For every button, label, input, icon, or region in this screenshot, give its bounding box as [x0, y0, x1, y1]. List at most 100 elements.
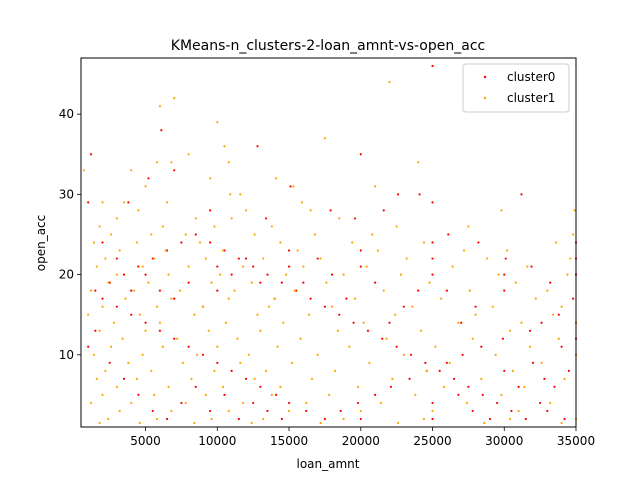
cluster0-point-112 — [288, 265, 290, 267]
cluster1-point-146 — [216, 346, 218, 348]
cluster0-point-13 — [209, 209, 211, 211]
cluster0-point-106 — [360, 265, 362, 267]
cluster0-point-94 — [503, 290, 505, 292]
cluster1-point-125 — [282, 322, 284, 324]
cluster1-point-25 — [245, 209, 247, 211]
cluster0-point-3 — [431, 65, 433, 67]
cluster1-point-164 — [449, 362, 451, 364]
cluster1-point-40 — [150, 233, 152, 235]
cluster1-point-170 — [334, 370, 336, 372]
cluster0-point-86 — [553, 386, 555, 388]
cluster1-point-126 — [363, 322, 365, 324]
legend-label-cluster0: cluster0 — [507, 70, 555, 84]
cluster0-point-146 — [503, 370, 505, 372]
cluster0-point-48 — [173, 338, 175, 340]
cluster0-point-43 — [245, 378, 247, 380]
cluster0-point-97 — [460, 322, 462, 324]
cluster1-point-82 — [497, 273, 499, 275]
cluster0-point-62 — [209, 241, 211, 243]
cluster1-point-83 — [566, 273, 568, 275]
cluster1-point-174 — [136, 378, 138, 380]
cluster1-point-134 — [337, 330, 339, 332]
cluster1-point-180 — [563, 378, 565, 380]
cluster1-point-8 — [156, 161, 158, 163]
cluster1-point-59 — [506, 249, 508, 251]
cluster0-point-130 — [109, 362, 111, 364]
cluster1-point-184 — [279, 386, 281, 388]
cluster1-point-185 — [357, 386, 359, 388]
cluster1-point-78 — [219, 273, 221, 275]
cluster0-point-23 — [549, 282, 551, 284]
cluster1-point-56 — [297, 249, 299, 251]
cluster1-point-28 — [573, 209, 575, 211]
cluster0-point-10 — [147, 177, 149, 179]
cluster0-point-41 — [275, 394, 277, 396]
cluster1-point-3 — [216, 121, 218, 123]
cluster1-point-169 — [265, 370, 267, 372]
cluster1-point-103 — [354, 298, 356, 300]
cluster1-point-84 — [107, 282, 109, 284]
cluster1-point-119 — [394, 314, 396, 316]
cluster0-point-121 — [188, 282, 190, 284]
cluster0-point-141 — [266, 410, 268, 412]
cluster1-point-36 — [271, 225, 273, 227]
cluster1-point-147 — [276, 346, 278, 348]
cluster1-point-38 — [467, 225, 469, 227]
cluster0-point-18 — [431, 201, 433, 203]
legend-marker-cluster1 — [484, 97, 486, 99]
cluster1-point-17 — [292, 185, 294, 187]
cluster0-point-46 — [202, 354, 204, 356]
cluster0-point-80 — [467, 386, 469, 388]
cluster1-point-81 — [400, 273, 402, 275]
cluster1-point-76 — [116, 273, 118, 275]
cluster1-point-131 — [144, 330, 146, 332]
cluster1-point-127 — [457, 322, 459, 324]
cluster1-point-65 — [406, 257, 408, 259]
cluster1-point-166 — [104, 370, 106, 372]
cluster1-point-205 — [228, 410, 230, 412]
cluster1-point-114 — [87, 314, 89, 316]
cluster1-point-92 — [133, 290, 135, 292]
cluster0-point-69 — [309, 298, 311, 300]
cluster0-point-2 — [256, 145, 258, 147]
cluster1-point-14 — [209, 177, 211, 179]
cluster0-point-125 — [130, 290, 132, 292]
cluster1-point-32 — [338, 217, 340, 219]
cluster1-point-213 — [262, 418, 264, 420]
cluster0-point-25 — [558, 314, 560, 316]
cluster1-point-91 — [90, 290, 92, 292]
cluster1-point-18 — [229, 193, 231, 195]
cluster0-point-82 — [496, 402, 498, 404]
cluster1-point-128 — [520, 322, 522, 324]
cluster0-point-136 — [195, 386, 197, 388]
y-tick-label-30: 30 — [59, 187, 74, 201]
cluster1-point-155 — [317, 354, 319, 356]
cluster1-point-19 — [239, 193, 241, 195]
cluster1-point-199 — [305, 402, 307, 404]
cluster1-point-22 — [166, 201, 168, 203]
cluster1-point-212 — [210, 418, 212, 420]
cluster1-point-31 — [231, 217, 233, 219]
cluster0-point-137 — [209, 410, 211, 412]
cluster0-point-30 — [462, 354, 464, 356]
cluster1-point-218 — [99, 422, 101, 424]
cluster1-point-167 — [150, 370, 152, 372]
cluster0-point-11 — [127, 201, 129, 203]
cluster0-point-21 — [505, 257, 507, 259]
cluster1-point-118 — [308, 314, 310, 316]
cluster0-point-149 — [546, 410, 548, 412]
cluster0-point-6 — [397, 193, 399, 195]
cluster1-point-198 — [242, 402, 244, 404]
cluster0-point-61 — [195, 233, 197, 235]
cluster1-point-4 — [324, 137, 326, 139]
cluster1-point-29 — [116, 217, 118, 219]
cluster1-point-15 — [144, 185, 146, 187]
cluster0-point-98 — [446, 290, 448, 292]
cluster0-point-113 — [288, 249, 290, 251]
cluster0-point-124 — [144, 273, 146, 275]
cluster0-point-52 — [116, 306, 118, 308]
cluster0-point-100 — [431, 257, 433, 259]
cluster1-point-20 — [101, 201, 103, 203]
cluster1-point-207 — [360, 410, 362, 412]
